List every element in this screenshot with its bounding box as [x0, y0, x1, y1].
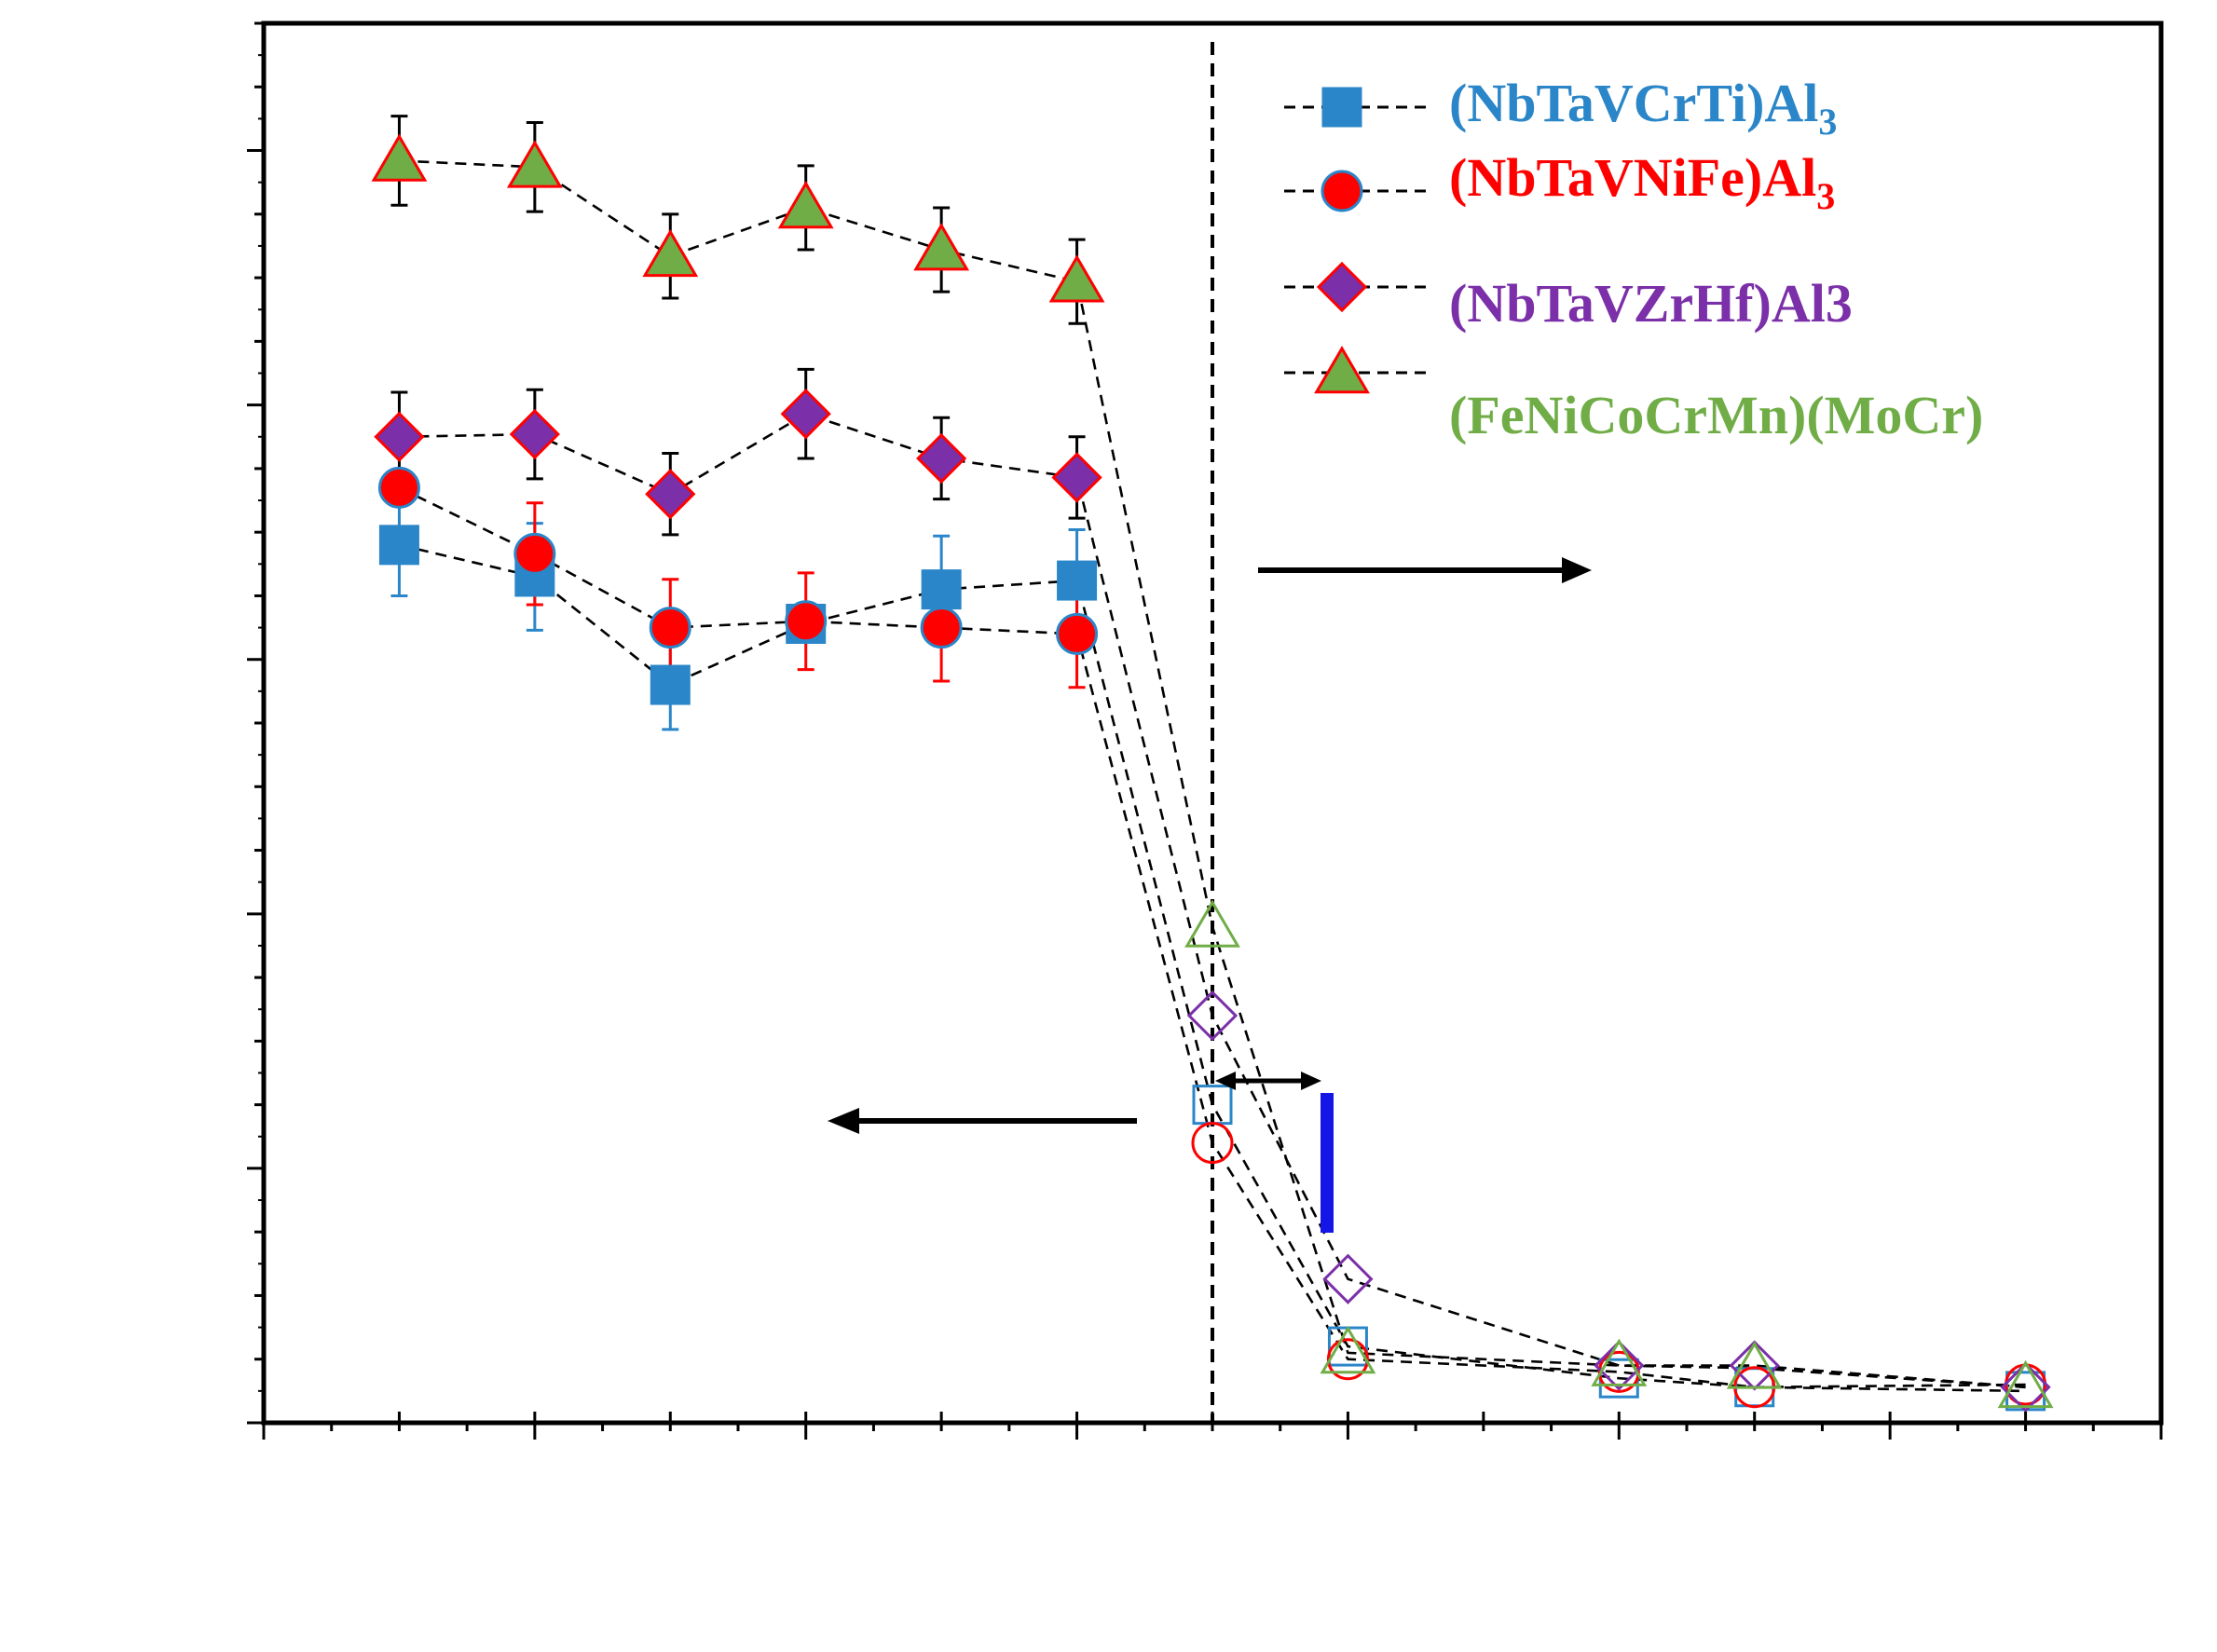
cladding-arrow-head	[828, 1108, 859, 1134]
data-point	[645, 469, 696, 520]
substrate-arrow-head	[1562, 557, 1592, 583]
data-point-hollow	[1186, 990, 1239, 1042]
data-point-hollow	[1320, 1325, 1376, 1374]
plot-area	[371, 42, 2054, 1423]
data-point	[1056, 612, 1099, 655]
data-point	[1057, 560, 1098, 601]
data-point-hollow	[1726, 1341, 1783, 1389]
data-point	[509, 408, 560, 460]
data-point	[1048, 254, 1105, 303]
annotations	[828, 557, 1592, 1233]
legend-label: (NbTaVCrTi)Al3	[1449, 73, 1837, 143]
legend-label-main: (FeNiCoCrMn)(MoCr)	[1449, 385, 1983, 445]
data-point-hollow	[1191, 1122, 1234, 1165]
legend-label-main: (NbTaVZrHf)Al3	[1449, 273, 1853, 334]
data-point-hollow	[1326, 1338, 1369, 1381]
legend-marker-diamond	[1316, 261, 1368, 313]
data-point	[377, 466, 420, 509]
data-point	[371, 133, 428, 182]
data-point-hollow	[1594, 1340, 1645, 1391]
data-point-hollow	[1997, 1359, 2054, 1409]
data-point	[378, 525, 419, 566]
axes	[247, 20, 2164, 1440]
data-point	[921, 569, 962, 610]
data-point-hollow	[1184, 899, 1240, 948]
data-point	[780, 389, 831, 440]
series-line	[399, 159, 2026, 1389]
legend-label-main: (NbTaVNiFe)Al	[1449, 147, 1816, 208]
data-point	[920, 607, 963, 649]
legend-label-subscript: 3	[1818, 101, 1837, 143]
data-point	[649, 607, 691, 649]
data-point	[1051, 452, 1102, 503]
legend-marker-square	[1321, 87, 1362, 128]
hardening-arrow-head-left	[1215, 1072, 1236, 1090]
legend-label-main: (NbTaVCrTi)Al	[1449, 73, 1818, 133]
legend-marker-triangle	[1314, 346, 1370, 394]
legend-label: (NbTaVZrHf)Al3	[1449, 273, 1853, 334]
data-point	[513, 532, 556, 575]
data-point	[777, 181, 834, 229]
data-point	[913, 223, 970, 271]
data-point	[642, 228, 699, 278]
data-point-hollow	[2000, 1361, 2051, 1413]
hardening-arrow-head-right	[1301, 1072, 1321, 1090]
data-point	[374, 411, 425, 462]
plot-frame	[261, 20, 2164, 1426]
data-point	[916, 432, 967, 485]
data-point	[650, 664, 691, 705]
legend-label: (NbTaVNiFe)Al3	[1449, 147, 1835, 217]
legend-label: (FeNiCoCrMn)(MoCr)	[1449, 385, 1983, 445]
legend-marker-circle	[1321, 170, 1363, 212]
data-point	[506, 140, 563, 188]
legend-label-subscript: 3	[1816, 175, 1835, 217]
data-point	[785, 600, 828, 643]
data-point-hollow	[1591, 1338, 1648, 1386]
data-point-hollow	[1322, 1253, 1374, 1304]
data-point-hollow	[1597, 1350, 1640, 1393]
legend: (NbTaVCrTi)Al3(NbTaVNiFe)Al3(NbTaVZrHf)A…	[1284, 73, 1983, 445]
